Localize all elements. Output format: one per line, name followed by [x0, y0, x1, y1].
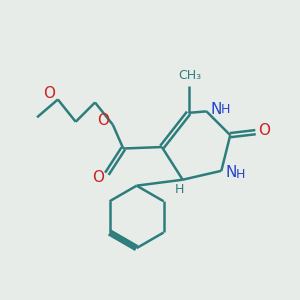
Text: O: O: [258, 123, 270, 138]
Text: H: H: [221, 103, 230, 116]
Text: N: N: [210, 102, 222, 117]
Text: H: H: [175, 183, 184, 196]
Text: O: O: [43, 86, 55, 101]
Text: CH₃: CH₃: [178, 69, 202, 82]
Text: N: N: [225, 165, 236, 180]
Text: H: H: [236, 168, 245, 181]
Text: O: O: [97, 113, 109, 128]
Text: O: O: [93, 170, 105, 185]
